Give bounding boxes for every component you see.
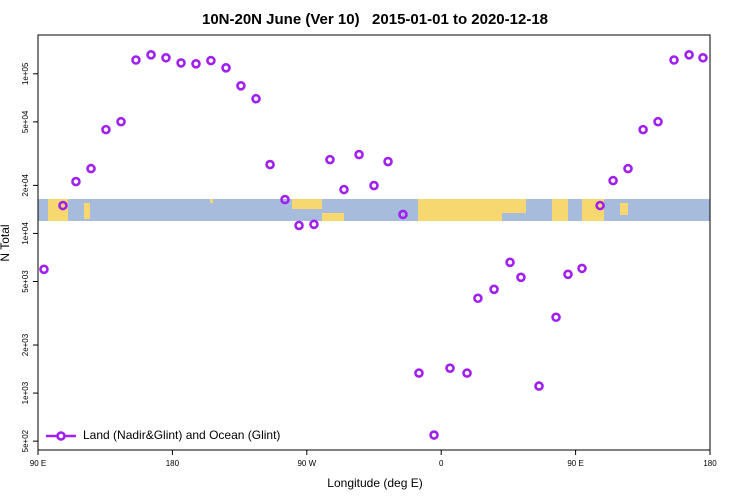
point [146, 50, 156, 60]
point [251, 93, 261, 104]
chart-title: 10N-20N June (Ver 10) 2015-01-01 to 2020… [202, 11, 548, 28]
point [608, 175, 618, 186]
land [84, 203, 90, 219]
point [462, 368, 472, 378]
land [322, 213, 344, 221]
point [638, 124, 648, 135]
point [236, 81, 246, 91]
legend-label: Land (Nadir&Glint) and Ocean (Glint) [83, 428, 280, 442]
point [653, 116, 663, 127]
land [582, 199, 604, 221]
land [48, 199, 68, 221]
land [620, 203, 628, 215]
point [176, 58, 186, 68]
land [210, 199, 213, 203]
x-tick-label: 90 E [30, 459, 46, 468]
x-tick-label: 90 E [567, 459, 583, 468]
point [577, 263, 587, 274]
point [623, 163, 633, 174]
y-tick-label: 2e+03 [21, 333, 30, 356]
point [339, 184, 349, 195]
y-tick-label: 5e+02 [21, 429, 30, 452]
point [595, 200, 605, 211]
y-tick-label: 2e+04 [21, 174, 30, 197]
y-tick-label: 1e+03 [21, 381, 30, 404]
point [534, 381, 544, 391]
point [71, 176, 81, 187]
point [669, 55, 679, 65]
y-axis-label: N Total [0, 224, 12, 261]
point [280, 194, 290, 205]
point [354, 149, 364, 160]
land [552, 199, 568, 221]
y-tick-label: 5e+04 [21, 110, 30, 133]
legend-marker [56, 431, 66, 441]
y-tick-label: 1e+04 [21, 222, 30, 245]
point [206, 55, 216, 66]
point [325, 154, 335, 165]
point [86, 163, 96, 174]
point [39, 264, 49, 275]
map-strip [38, 199, 710, 221]
point [309, 219, 319, 230]
point [116, 116, 126, 127]
point [265, 159, 275, 170]
point [489, 284, 499, 295]
point [505, 257, 515, 268]
point [551, 312, 561, 323]
point [563, 269, 573, 280]
point [131, 55, 141, 65]
x-tick-label: 180 [166, 459, 180, 468]
point [445, 363, 455, 373]
point [369, 180, 379, 191]
point [429, 430, 439, 440]
y-tick-label: 1e+05 [21, 62, 30, 85]
point [191, 59, 201, 69]
point [294, 220, 304, 231]
point [414, 368, 424, 378]
x-tick-label: 90 W [297, 459, 316, 468]
x-tick-label: 0 [439, 459, 444, 468]
x-tick-label: 180 [703, 459, 717, 468]
point [101, 124, 111, 135]
ocean-band [38, 199, 710, 221]
land [502, 199, 526, 213]
land [292, 199, 322, 209]
point [221, 63, 231, 73]
point [383, 156, 393, 167]
land [418, 199, 502, 221]
point [684, 50, 694, 60]
y-tick-label: 5e+03 [21, 270, 30, 293]
point [698, 52, 708, 63]
point [398, 209, 408, 220]
x-axis-label: Longitude (deg E) [327, 476, 422, 490]
point [473, 293, 483, 304]
point [161, 52, 171, 63]
point [58, 200, 68, 211]
plot-frame [37, 34, 711, 451]
point [516, 272, 526, 283]
